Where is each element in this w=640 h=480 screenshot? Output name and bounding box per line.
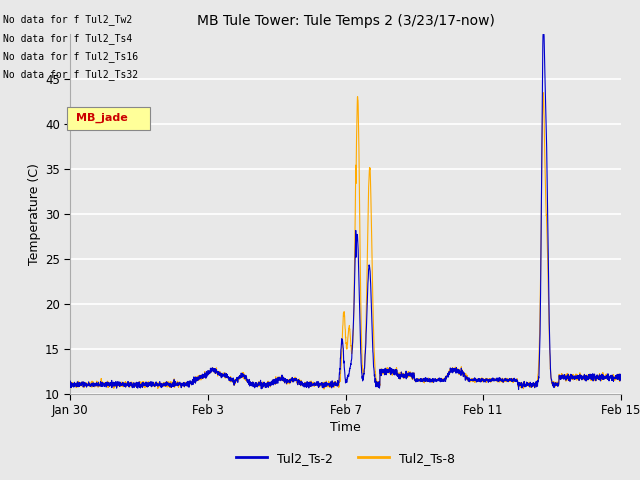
Tul2_Ts-2 bbox=[162, 380, 170, 386]
Tul2_Ts-8 bbox=[67, 380, 74, 386]
Text: No data for f Tul2_Ts32: No data for f Tul2_Ts32 bbox=[3, 69, 138, 80]
Tul2_Ts-8 bbox=[320, 386, 328, 392]
Legend: Tul2_Ts-2, Tul2_Ts-8: Tul2_Ts-2, Tul2_Ts-8 bbox=[231, 447, 460, 469]
Line: Tul2_Ts-2: Tul2_Ts-2 bbox=[70, 34, 621, 389]
Tul2_Ts-8 bbox=[547, 375, 555, 381]
Tul2_Ts-2 bbox=[617, 378, 625, 384]
Text: No data for f Tul2_Tw2: No data for f Tul2_Tw2 bbox=[3, 14, 132, 25]
Tul2_Ts-8 bbox=[162, 380, 170, 386]
Tul2_Ts-8 bbox=[607, 374, 614, 380]
X-axis label: Time: Time bbox=[330, 421, 361, 434]
Tul2_Ts-2 bbox=[129, 382, 137, 387]
Text: No data for f Tul2_Ts4: No data for f Tul2_Ts4 bbox=[3, 33, 132, 44]
Tul2_Ts-2 bbox=[547, 375, 555, 381]
Tul2_Ts-8 bbox=[617, 378, 625, 384]
Tul2_Ts-2 bbox=[301, 382, 309, 388]
Tul2_Ts-8 bbox=[301, 381, 309, 386]
Tul2_Ts-8 bbox=[540, 90, 547, 96]
Line: Tul2_Ts-8: Tul2_Ts-8 bbox=[70, 93, 621, 389]
Tul2_Ts-2 bbox=[515, 386, 522, 392]
Text: MB_jade: MB_jade bbox=[76, 113, 127, 123]
Text: No data for f Tul2_Ts16: No data for f Tul2_Ts16 bbox=[3, 51, 138, 62]
Tul2_Ts-8 bbox=[278, 377, 285, 383]
Tul2_Ts-2 bbox=[278, 376, 285, 382]
Tul2_Ts-2 bbox=[607, 373, 614, 379]
Tul2_Ts-2 bbox=[540, 31, 547, 36]
Y-axis label: Temperature (C): Temperature (C) bbox=[28, 163, 41, 264]
Title: MB Tule Tower: Tule Temps 2 (3/23/17-now): MB Tule Tower: Tule Temps 2 (3/23/17-now… bbox=[196, 14, 495, 28]
Tul2_Ts-2 bbox=[67, 378, 74, 384]
Tul2_Ts-8 bbox=[129, 382, 137, 387]
